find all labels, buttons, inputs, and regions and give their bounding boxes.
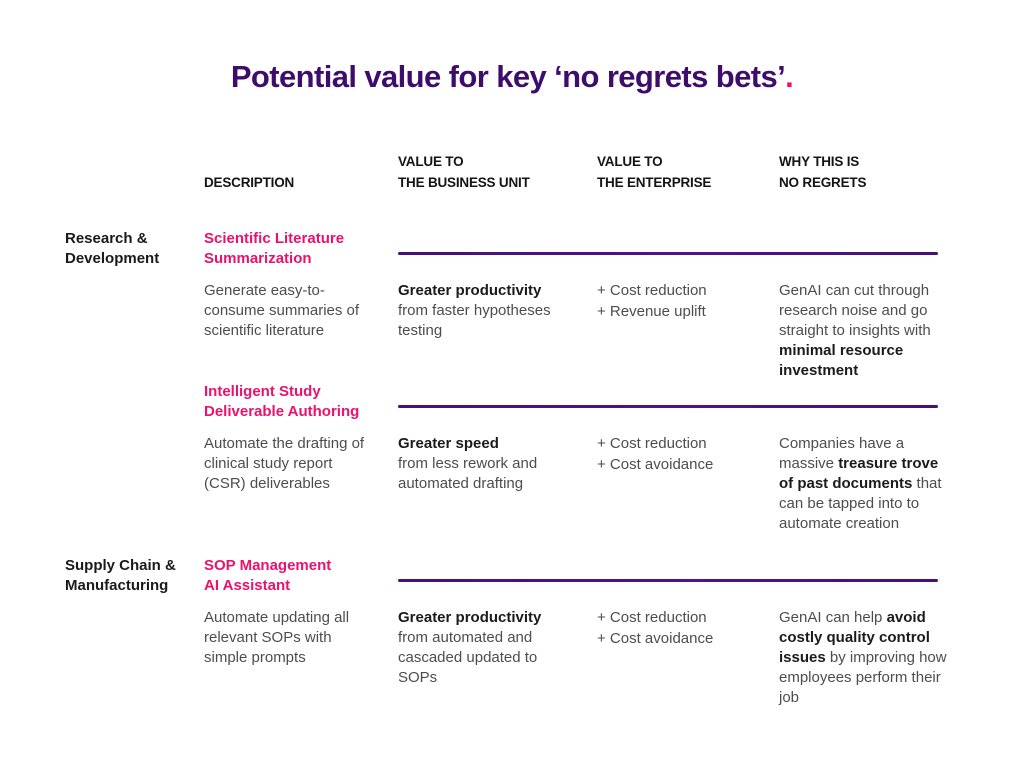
- enterprise-value-list: + Cost reduction + Cost avoidance: [597, 608, 762, 650]
- row-divider-line: [398, 579, 938, 582]
- column-header-why-no-regrets: WHY THIS IS NO REGRETS: [779, 154, 867, 190]
- business-unit-value-rest: from automated and cascaded updated to S…: [398, 629, 538, 686]
- why-text-bold: treasure trove of past documents: [779, 455, 939, 492]
- bet-description: Automate updating all relevant SOPs with…: [204, 609, 350, 666]
- why-text-pre: GenAI can cut through research noise and…: [779, 282, 931, 339]
- why-text-pre: GenAI can help: [779, 609, 887, 626]
- why-text-bold: minimal resource investment: [779, 342, 904, 379]
- column-header-value-business-unit: VALUE TO THE BUSINESS UNIT: [398, 154, 530, 190]
- business-unit-value-bold: Greater productivity: [398, 609, 542, 626]
- why-no-regrets-text: Companies have a massive treasure trove …: [779, 434, 953, 534]
- enterprise-value-item: + Cost reduction: [597, 435, 707, 452]
- bet-title: Intelligent Study Deliverable Authoring: [204, 383, 360, 420]
- enterprise-value-list: + Cost reduction + Cost avoidance: [597, 434, 762, 476]
- why-no-regrets-text: GenAI can help avoid costly quality cont…: [779, 608, 953, 708]
- table-header-row: DESCRIPTION VALUE TO THE BUSINESS UNIT V…: [65, 147, 950, 193]
- business-unit-value: Greater productivity from faster hypothes…: [398, 281, 576, 341]
- business-unit-value: Greater speed from less rework and automa…: [398, 434, 576, 494]
- bet-description: Automate the drafting of clinical study …: [204, 435, 365, 492]
- enterprise-value-item: + Revenue uplift: [597, 303, 706, 320]
- row-divider-line: [398, 252, 938, 255]
- row-group-label: Research & Development: [65, 230, 160, 267]
- enterprise-value-item: + Cost avoidance: [597, 456, 714, 473]
- bet-description: Generate easy-to-consume summaries of sc…: [204, 282, 360, 339]
- why-text-pre: Companies have a massive: [779, 435, 905, 472]
- why-no-regrets-text: GenAI can cut through research noise and…: [779, 281, 953, 381]
- column-header-description: DESCRIPTION: [204, 175, 295, 190]
- why-text-post: that can be tapped into to automate crea…: [779, 475, 942, 532]
- row-group-label: Supply Chain & Manufacturing: [65, 557, 176, 594]
- page-title-period: .: [785, 59, 794, 94]
- why-text-bold: avoid costly quality control issues: [779, 609, 930, 666]
- business-unit-value-rest: from less rework and automated drafting: [398, 455, 538, 492]
- page-title: Potential value for key ‘no regrets bets…: [0, 59, 1024, 95]
- enterprise-value-item: + Cost avoidance: [597, 630, 714, 647]
- column-header-value-enterprise: VALUE TO THE ENTERPRISE: [597, 154, 712, 190]
- row-divider-line: [398, 405, 938, 408]
- enterprise-value-item: + Cost reduction: [597, 282, 707, 299]
- bet-title: Scientific Literature Summarization: [204, 230, 345, 267]
- why-text-post: by improving how employees perform their…: [779, 649, 947, 706]
- enterprise-value-list: + Cost reduction + Revenue uplift: [597, 281, 762, 323]
- business-unit-value-bold: Greater speed: [398, 435, 499, 452]
- enterprise-value-item: + Cost reduction: [597, 609, 707, 626]
- business-unit-value-rest: from faster hypotheses testing: [398, 302, 551, 339]
- page-title-text: Potential value for key ‘no regrets bets…: [230, 59, 786, 94]
- bet-title: SOP Management AI Assistant: [204, 557, 332, 594]
- business-unit-value: Greater productivity from automated and c…: [398, 608, 576, 688]
- business-unit-value-bold: Greater productivity: [398, 282, 542, 299]
